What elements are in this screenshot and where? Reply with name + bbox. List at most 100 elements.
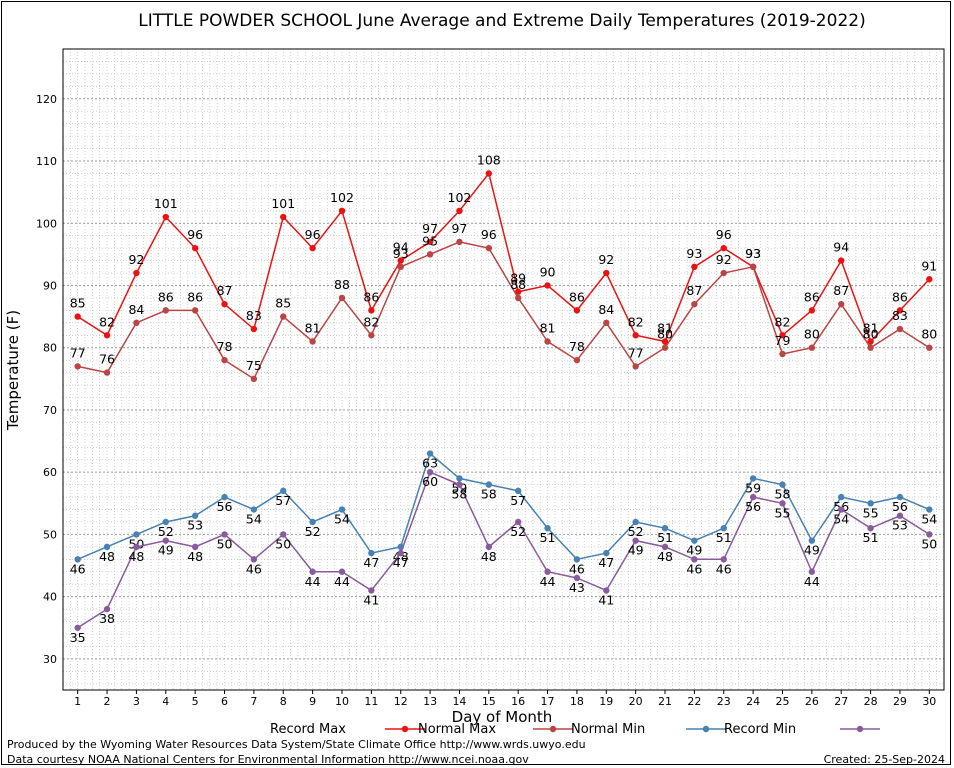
data-label: 80 — [657, 327, 673, 342]
data-point — [632, 363, 639, 370]
data-label: 85 — [275, 296, 291, 311]
data-point — [779, 350, 786, 358]
data-label: 83 — [892, 308, 908, 323]
data-label: 101 — [154, 196, 178, 211]
data-label: 86 — [363, 289, 379, 304]
legend-label: Record Min — [724, 722, 796, 737]
data-label: 102 — [330, 190, 354, 205]
data-point — [573, 307, 581, 314]
data-point — [133, 531, 140, 538]
data-point — [867, 524, 874, 532]
data-label: 54 — [833, 512, 849, 527]
data-label: 52 — [628, 524, 644, 539]
data-label: 80 — [804, 327, 820, 342]
credit-line-1: Produced by the Wyoming Water Resources … — [7, 738, 586, 751]
data-label: 79 — [775, 333, 791, 348]
data-label: 44 — [305, 574, 321, 589]
data-point — [632, 537, 639, 544]
data-point — [191, 307, 199, 314]
y-tick-label: 70 — [43, 404, 57, 417]
data-label: 81 — [540, 320, 556, 335]
data-point — [456, 207, 463, 215]
y-tick-label: 50 — [43, 528, 57, 541]
data-point — [691, 556, 698, 563]
legend: Record Max Normal Max Normal Min Record Min — [270, 722, 880, 737]
data-point — [309, 518, 316, 526]
data-label: 51 — [863, 530, 879, 545]
data-point — [250, 506, 258, 513]
x-tick-label: 20 — [629, 695, 643, 708]
data-label: 76 — [99, 352, 115, 367]
data-point — [779, 332, 786, 339]
data-label: 96 — [305, 227, 321, 242]
data-point — [838, 506, 845, 513]
data-point — [162, 307, 169, 314]
x-tick-label: 16 — [511, 695, 525, 708]
data-label: 80 — [863, 327, 879, 342]
credit-line-2: Data courtesy NOAA National Centers for … — [7, 753, 529, 766]
data-point — [426, 238, 434, 246]
data-label: 92 — [716, 252, 732, 267]
legend-label: Normal Max — [418, 722, 496, 737]
plot-border — [62, 48, 945, 691]
data-label: 44 — [540, 574, 556, 589]
data-label: 97 — [422, 221, 438, 236]
data-point — [280, 487, 287, 495]
data-label: 55 — [775, 505, 791, 520]
data-label: 51 — [540, 530, 556, 545]
x-tick-label: 14 — [452, 695, 466, 708]
data-label: 41 — [363, 592, 379, 607]
data-label: 96 — [187, 227, 203, 242]
data-point — [485, 244, 493, 252]
legend-marker — [702, 725, 710, 733]
data-point — [661, 344, 669, 351]
data-point — [514, 487, 522, 495]
x-tick-label: 17 — [541, 695, 555, 708]
data-point — [74, 363, 81, 370]
data-label: 93 — [745, 246, 761, 261]
data-point — [191, 512, 199, 519]
data-point — [926, 531, 933, 538]
data-label: 87 — [217, 283, 233, 298]
data-point — [808, 307, 816, 314]
x-tick-label: 7 — [250, 695, 257, 708]
data-point — [544, 524, 551, 532]
data-label: 41 — [598, 592, 614, 607]
data-label: 60 — [422, 474, 438, 489]
data-point — [514, 288, 522, 295]
data-point — [573, 556, 581, 563]
data-point — [691, 300, 698, 308]
data-point — [779, 481, 786, 488]
data-label: 57 — [510, 493, 526, 508]
data-point — [74, 624, 81, 631]
data-label: 47 — [363, 555, 379, 570]
data-point — [749, 263, 757, 271]
data-point — [544, 338, 551, 345]
x-tick-label: 19 — [599, 695, 613, 708]
y-tick-label: 120 — [36, 93, 57, 106]
x-tick-label: 1 — [74, 695, 81, 708]
data-label: 38 — [99, 611, 115, 626]
data-point — [485, 543, 493, 551]
data-label: 46 — [686, 561, 702, 576]
data-point — [661, 338, 669, 345]
data-label: 44 — [804, 574, 820, 589]
data-point — [926, 506, 933, 513]
data-label: 82 — [628, 314, 644, 329]
data-point — [456, 475, 463, 482]
data-point — [103, 605, 111, 613]
data-label: 63 — [422, 456, 438, 471]
data-point — [221, 493, 228, 501]
data-point — [338, 568, 346, 575]
data-label: 54 — [334, 512, 350, 527]
data-point — [368, 307, 375, 314]
data-label: 52 — [305, 524, 321, 539]
data-point — [544, 282, 551, 289]
data-point — [603, 319, 610, 327]
data-point — [221, 356, 228, 364]
x-tick-label: 6 — [221, 695, 228, 708]
y-axis-label: Temperature (F) — [4, 310, 22, 431]
data-label: 58 — [481, 487, 497, 502]
data-label: 57 — [275, 493, 291, 508]
data-label: 93 — [686, 246, 702, 261]
